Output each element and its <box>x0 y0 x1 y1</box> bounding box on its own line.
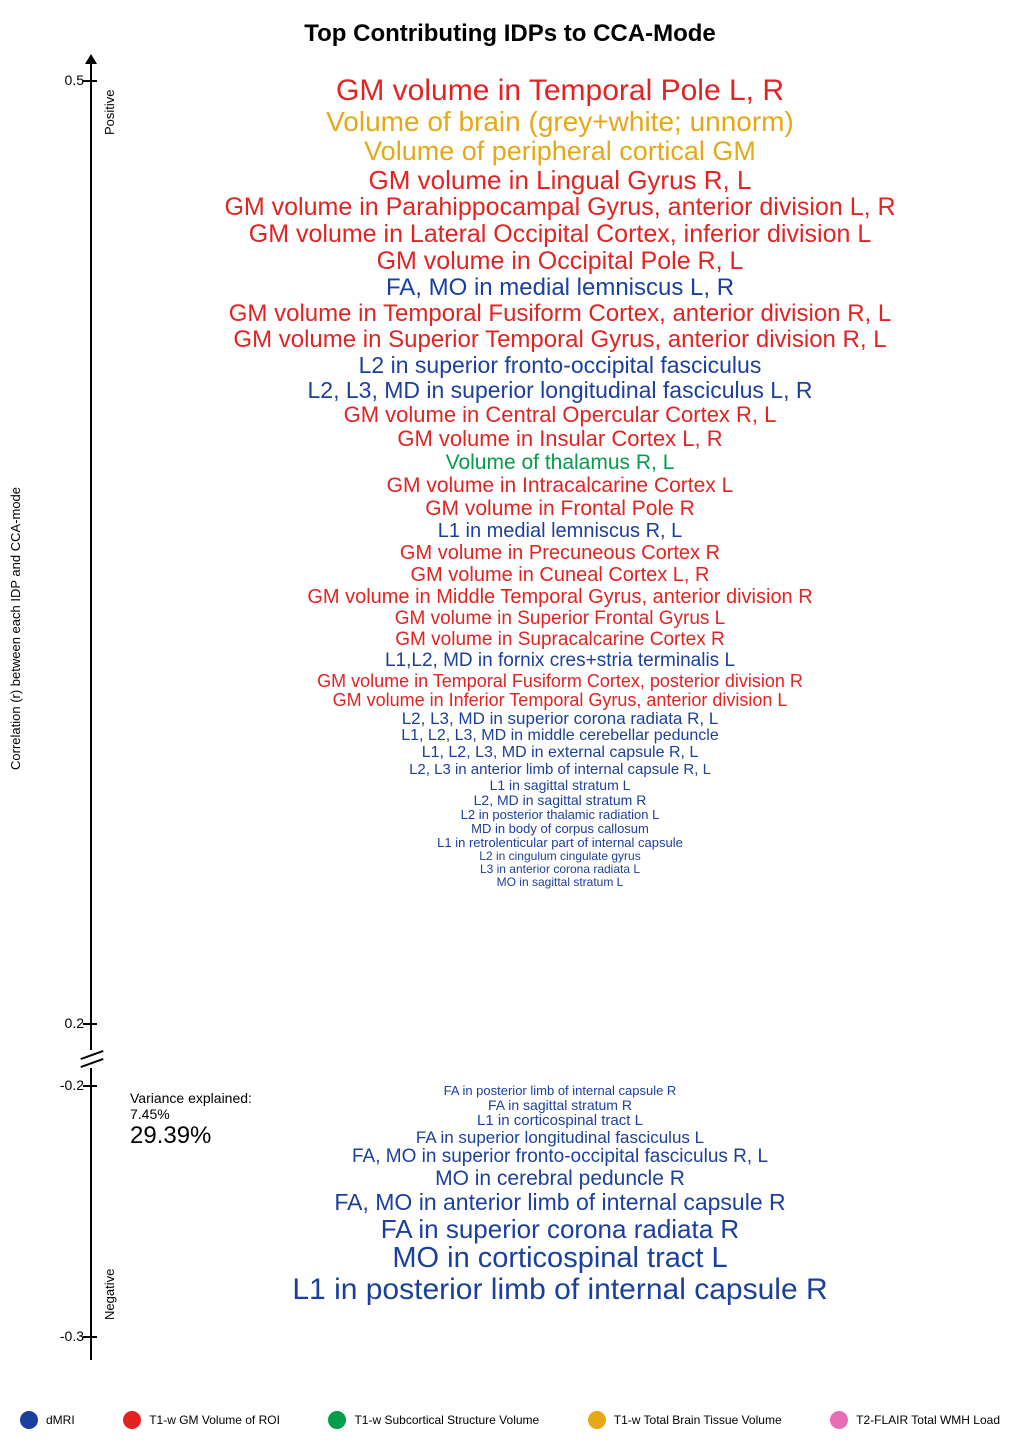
idp-row: GM volume in Middle Temporal Gyrus, ante… <box>120 587 1000 609</box>
legend-label: T1-w GM Volume of ROI <box>149 1413 280 1427</box>
idp-row: GM volume in Superior Temporal Gyrus, an… <box>120 328 1000 354</box>
idp-row: FA, MO in medial lemniscus L, R <box>120 276 1000 302</box>
legend-item: T1-w Subcortical Structure Volume <box>328 1411 539 1429</box>
idp-row: GM volume in Lateral Occipital Cortex, i… <box>120 222 1000 249</box>
idp-row: L1 in medial lemniscus R, L <box>120 521 1000 543</box>
legend: dMRI T1-w GM Volume of ROI T1-w Subcortica… <box>20 1411 1000 1429</box>
variance-explained-big: 29.39% <box>130 1122 252 1150</box>
variance-explained-label: Variance explained: <box>130 1090 252 1106</box>
idp-row: GM volume in Parahippocampal Gyrus, ante… <box>120 195 1000 222</box>
idp-row: FA in sagittal stratum R <box>120 1098 1000 1113</box>
idp-row: L1 in posterior limb of internal capsule… <box>120 1275 1000 1307</box>
idp-row: GM volume in Temporal Fusiform Cortex, p… <box>120 672 1000 691</box>
legend-dot <box>830 1411 848 1429</box>
idp-row: L2 in superior fronto-occipital fascicul… <box>120 354 1000 379</box>
idp-row: GM volume in Temporal Fusiform Cortex, a… <box>120 302 1000 328</box>
legend-item: T1-w GM Volume of ROI <box>123 1411 280 1429</box>
y-axis-arrow <box>85 54 97 64</box>
idp-row: GM volume in Temporal Pole L, R <box>120 76 1000 108</box>
y-tick <box>83 80 97 82</box>
legend-dot <box>123 1411 141 1429</box>
idp-row: MO in corticospinal tract L <box>120 1244 1000 1275</box>
idp-row: FA in superior longitudinal fasciculus L <box>120 1129 1000 1147</box>
legend-item: T1-w Total Brain Tissue Volume <box>588 1411 782 1429</box>
idp-row: GM volume in Supracalcarine Cortex R <box>120 630 1000 651</box>
idp-row: GM volume in Insular Cortex L, R <box>120 428 1000 452</box>
negative-block: FA in posterior limb of internal capsule… <box>120 1084 1000 1307</box>
legend-item: T2-FLAIR Total WMH Load <box>830 1411 1000 1429</box>
idp-row: Volume of thalamus R, L <box>120 452 1000 475</box>
idp-row: GM volume in Occipital Pole R, L <box>120 249 1000 276</box>
legend-item: dMRI <box>20 1411 75 1429</box>
idp-row: L1 in corticospinal tract L <box>120 1113 1000 1129</box>
idp-row: L2, L3 in anterior limb of internal caps… <box>120 762 1000 778</box>
y-axis-label: Correlation (r) between each IDP and CCA… <box>8 487 23 770</box>
idp-row: FA in posterior limb of internal capsule… <box>120 1084 1000 1098</box>
legend-dot <box>328 1411 346 1429</box>
idp-row: L2 in posterior thalamic radiation L <box>120 808 1000 822</box>
axis-break <box>80 1050 104 1068</box>
figure: Top Contributing IDPs to CCA-Mode 0.5 0.2… <box>0 0 1020 1443</box>
legend-label: T1-w Subcortical Structure Volume <box>354 1413 539 1427</box>
variance-explained: Variance explained: 7.45% 29.39% <box>130 1090 252 1150</box>
y-tick <box>83 1085 97 1087</box>
idp-row: L2, MD in sagittal stratum R <box>120 793 1000 808</box>
y-tick-label: -0.2 <box>24 1077 84 1093</box>
figure-title: Top Contributing IDPs to CCA-Mode <box>0 20 1020 48</box>
y-tick-label: 0.5 <box>24 72 84 88</box>
idp-row: L2, L3, MD in superior corona radiata R,… <box>120 710 1000 728</box>
y-tick-label: 0.2 <box>24 1015 84 1031</box>
legend-dot <box>20 1411 38 1429</box>
legend-dot <box>588 1411 606 1429</box>
idp-row: FA in superior corona radiata R <box>120 1216 1000 1244</box>
negative-label: Negative <box>102 1269 117 1320</box>
y-axis-line <box>90 60 92 1360</box>
idp-row: Volume of peripheral cortical GM <box>120 138 1000 167</box>
positive-label: Positive <box>102 89 117 135</box>
idp-row: GM volume in Inferior Temporal Gyrus, an… <box>120 691 1000 710</box>
idp-row: MO in cerebral peduncle R <box>120 1168 1000 1191</box>
idp-row: L1, L2, L3, MD in middle cerebellar pedu… <box>120 728 1000 745</box>
y-tick <box>83 1023 97 1025</box>
legend-label: T2-FLAIR Total WMH Load <box>856 1413 1000 1427</box>
idp-row: L1, L2, L3, MD in external capsule R, L <box>120 745 1000 762</box>
idp-row: GM volume in Central Opercular Cortex R,… <box>120 404 1000 428</box>
positive-block: GM volume in Temporal Pole L, RVolume of… <box>120 76 1000 889</box>
idp-row: FA, MO in superior fronto-occipital fasc… <box>120 1147 1000 1168</box>
idp-row: GM volume in Lingual Gyrus R, L <box>120 167 1000 195</box>
idp-row: Volume of brain (grey+white; unnorm) <box>120 108 1000 138</box>
idp-row: L1 in retrolenticular part of internal c… <box>120 836 1000 850</box>
idp-row: GM volume in Cuneal Cortex L, R <box>120 565 1000 587</box>
idp-row: L2, L3, MD in superior longitudinal fasc… <box>120 379 1000 404</box>
idp-row: MO in sagittal stratum L <box>120 876 1000 889</box>
legend-label: dMRI <box>46 1413 75 1427</box>
idp-row: GM volume in Precuneous Cortex R <box>120 543 1000 565</box>
idp-row: MD in body of corpus callosum <box>120 822 1000 836</box>
idp-row: GM volume in Superior Frontal Gyrus L <box>120 609 1000 630</box>
idp-row: GM volume in Frontal Pole R <box>120 498 1000 521</box>
y-tick <box>83 1336 97 1338</box>
y-tick-label: -0.3 <box>24 1328 84 1344</box>
idp-row: GM volume in Intracalcarine Cortex L <box>120 475 1000 498</box>
legend-label: T1-w Total Brain Tissue Volume <box>614 1413 782 1427</box>
idp-row: L1,L2, MD in fornix cres+stria terminali… <box>120 651 1000 672</box>
idp-row: FA, MO in anterior limb of internal caps… <box>120 1191 1000 1216</box>
idp-row: L1 in sagittal stratum L <box>120 778 1000 793</box>
variance-explained-small: 7.45% <box>130 1106 252 1122</box>
